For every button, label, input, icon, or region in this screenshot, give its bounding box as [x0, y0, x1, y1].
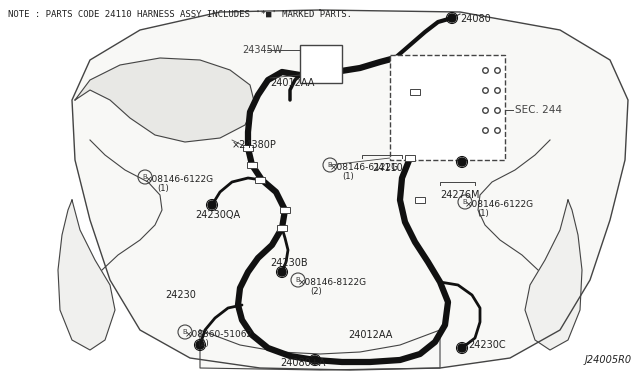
Circle shape [458, 344, 466, 352]
Circle shape [208, 201, 216, 209]
Text: (1): (1) [157, 184, 169, 193]
Text: 24080: 24080 [460, 14, 491, 24]
Bar [255, 177, 265, 183]
Text: ×08146-6122G: ×08146-6122G [330, 163, 399, 172]
Bar [300, 45, 342, 83]
Text: ×08146-6122G: ×08146-6122G [145, 175, 214, 184]
Text: 24230C: 24230C [468, 340, 506, 350]
Text: B: B [143, 174, 147, 180]
Polygon shape [75, 58, 255, 142]
Text: (2): (2) [197, 339, 209, 348]
Bar [405, 155, 415, 161]
Text: B: B [182, 329, 188, 335]
Text: 24110: 24110 [372, 163, 403, 173]
Bar [390, 55, 505, 160]
Circle shape [448, 14, 456, 22]
Text: 24276M: 24276M [440, 190, 479, 200]
Text: 24012AA: 24012AA [270, 78, 314, 88]
Text: ×08360-51062: ×08360-51062 [185, 330, 253, 339]
Text: 24012AA: 24012AA [348, 330, 392, 340]
Text: B: B [296, 277, 300, 283]
Text: J24005R0: J24005R0 [585, 355, 632, 365]
Circle shape [311, 356, 319, 364]
Text: SEC. 244: SEC. 244 [515, 105, 562, 115]
Text: (2): (2) [310, 287, 322, 296]
Text: ×24380P: ×24380P [232, 140, 277, 150]
Text: (1): (1) [342, 172, 354, 181]
Text: 24080+A: 24080+A [280, 358, 325, 368]
Text: 24230QA: 24230QA [195, 210, 240, 220]
Text: (1): (1) [477, 209, 489, 218]
Bar [410, 89, 420, 95]
Text: 24230: 24230 [165, 290, 196, 300]
Text: ×08146-8122G: ×08146-8122G [298, 278, 367, 287]
Polygon shape [200, 330, 440, 370]
Text: 24345W: 24345W [242, 45, 282, 55]
Polygon shape [72, 10, 628, 370]
Bar [247, 162, 257, 168]
Circle shape [458, 158, 466, 166]
Text: B: B [463, 199, 467, 205]
Polygon shape [58, 200, 115, 350]
Circle shape [196, 341, 204, 349]
Text: ×08146-6122G: ×08146-6122G [465, 200, 534, 209]
Text: NOTE : PARTS CODE 24110 HARNESS ASSY INCLUDES '*■' MARKED PARTS.: NOTE : PARTS CODE 24110 HARNESS ASSY INC… [8, 10, 352, 19]
Bar [243, 145, 253, 151]
Circle shape [278, 268, 286, 276]
Bar [280, 207, 290, 213]
Bar [277, 225, 287, 231]
Polygon shape [525, 200, 582, 350]
Text: B: B [328, 162, 332, 168]
Text: 24230B: 24230B [270, 258, 308, 268]
Bar [415, 197, 425, 203]
